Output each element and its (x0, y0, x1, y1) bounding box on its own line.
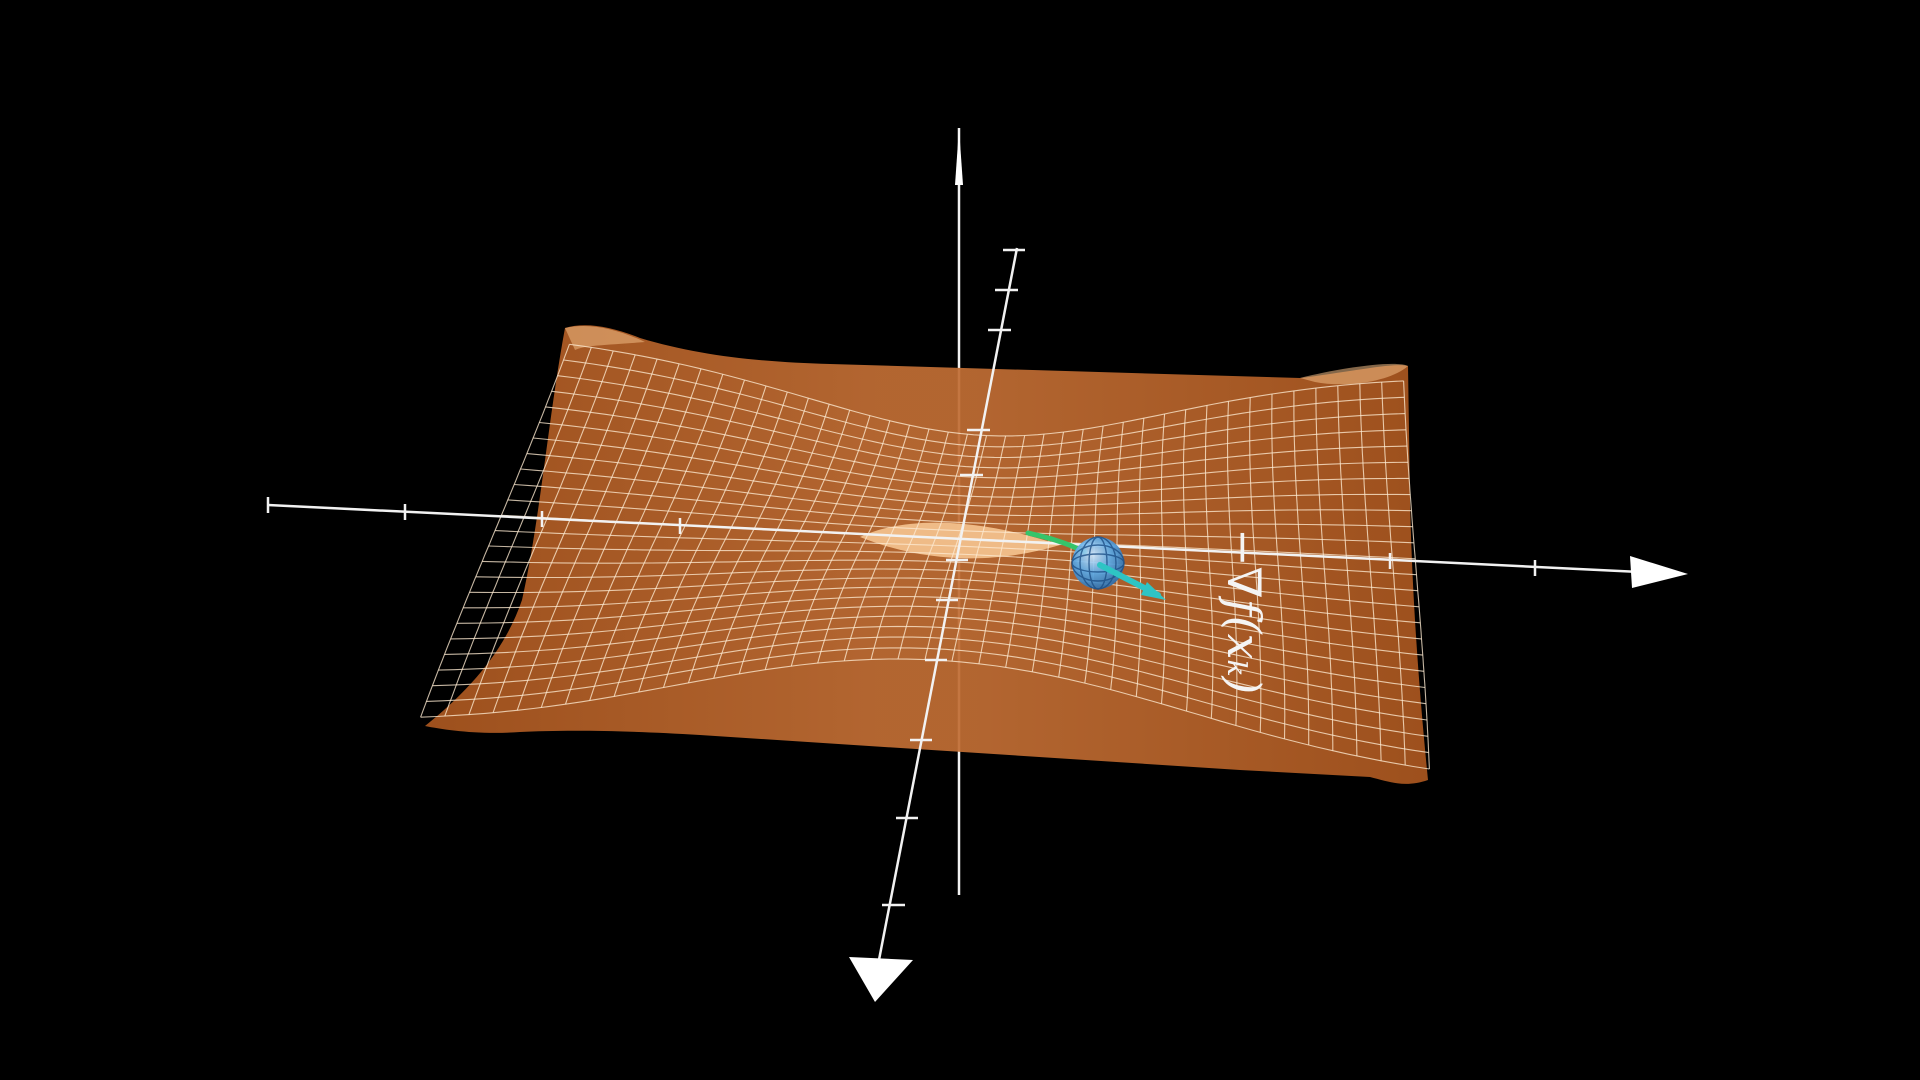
grid-line-h (444, 615, 1427, 705)
x-axis (266, 497, 1688, 588)
z-axis-arrowhead (955, 128, 963, 185)
x-axis-arrowhead (1630, 556, 1688, 588)
grid-line-h (463, 586, 1423, 656)
grid-line-h (494, 530, 1417, 576)
grid-line-h (526, 453, 1411, 507)
grid-line-h (539, 421, 1409, 489)
grid-line-h (545, 406, 1408, 479)
loss-surface (420, 325, 1430, 784)
grid-line-h (482, 559, 1420, 608)
negative-gradient-arrowhead (1141, 582, 1166, 600)
grid-line-h (557, 375, 1406, 459)
descent-step (1025, 530, 1166, 600)
grid-line-h (426, 647, 1429, 754)
grid-line-h (533, 437, 1410, 498)
grid-line-h (438, 625, 1428, 721)
surface-ridge-right (1300, 363, 1408, 385)
sphere-wireframe (1071, 536, 1125, 590)
grid-line-h (507, 499, 1414, 544)
gradient-label: −∇f(xₖ) (1217, 528, 1271, 694)
grid-line-h (456, 595, 1424, 672)
grid-line-h (563, 359, 1405, 448)
y-axis-arrowhead (849, 957, 913, 1002)
grid-line-h (432, 636, 1428, 737)
grid-line-h (450, 605, 1426, 689)
grid-line-h (569, 343, 1404, 437)
surface-ridge-left (565, 325, 645, 350)
grid-line-h (475, 568, 1421, 624)
grid-line-h (469, 577, 1422, 640)
y-axis (849, 247, 1025, 1002)
surface-grid (420, 343, 1430, 770)
grid-line-h (551, 390, 1407, 469)
grid-line-h (488, 545, 1418, 592)
